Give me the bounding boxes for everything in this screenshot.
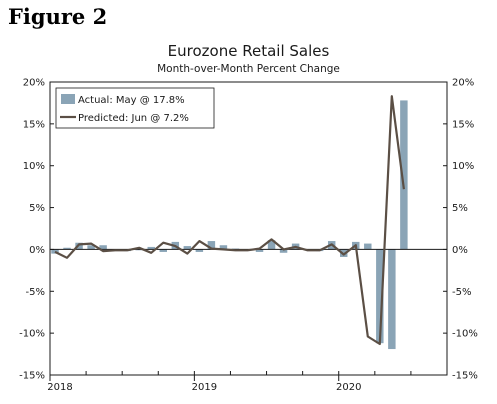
legend-label-actual: Actual: May @ 17.8%: [78, 95, 185, 106]
line-predicted: [54, 95, 405, 346]
bar-actual-12: [195, 249, 204, 252]
x-tick-label: 2019: [192, 382, 217, 393]
plot-frame: [49, 81, 448, 376]
y-tick-label-right: 5%: [452, 203, 468, 214]
bar-actual-1: [63, 247, 71, 250]
legend-label-predicted: Predicted: Jun @ 7.2%: [78, 113, 189, 124]
bar-actual-13: [207, 241, 216, 250]
chart-title: Eurozone Retail Sales: [167, 42, 330, 60]
x-axis: 2018 2019 2020: [47, 371, 448, 393]
bar-actual-17: [255, 249, 264, 252]
y-tick-label-left: 20%: [23, 78, 45, 89]
x-tick-label: 2018: [47, 382, 72, 393]
y-tick-label-left: 5%: [29, 203, 45, 214]
y-tick-label-left: 15%: [23, 119, 45, 130]
chart-subtitle: Month-over-Month Percent Change: [157, 63, 340, 75]
y-tick-label-left: -15%: [19, 371, 45, 382]
bar-actual-8: [147, 246, 155, 250]
legend-box: [55, 87, 215, 129]
y-axis-left: 20% 15% 10% 5% 0% -5% -10% -15%: [19, 78, 54, 382]
y-tick-label-left: 0%: [29, 245, 45, 256]
y-tick-label-right: 20%: [452, 78, 474, 89]
bar-actual-18: [267, 240, 276, 250]
figure-label: Figure 2: [8, 4, 108, 29]
y-axis-right: 20% 15% 10% 5% 0% -5% -10% -15%: [443, 78, 478, 382]
bar-actual-29: [400, 100, 408, 250]
bar-actual-11: [183, 246, 192, 250]
x-tick-label: 2020: [336, 382, 361, 393]
legend-swatch-actual: [61, 94, 75, 104]
bar-actual-28: [388, 249, 396, 350]
bar-actual-9: [159, 249, 168, 252]
y-tick-label-right: 15%: [452, 119, 474, 130]
y-tick-label-right: -5%: [452, 287, 471, 298]
legend: Actual: May @ 17.8% Predicted: Jun @ 7.2…: [55, 87, 215, 129]
y-tick-label-right: 0%: [452, 245, 468, 256]
y-tick-label-right: 10%: [452, 161, 474, 172]
bar-actual-4: [99, 245, 107, 250]
bar-actual-27: [376, 249, 384, 344]
bar-actual-0: [51, 249, 59, 254]
y-tick-label-left: -5%: [26, 287, 45, 298]
y-tick-label-right: -15%: [452, 371, 478, 382]
bars-layer: [51, 100, 408, 350]
bar-actual-26: [364, 243, 372, 250]
y-tick-label-right: -10%: [452, 329, 478, 340]
bar-actual-19: [279, 249, 288, 253]
line-layer: [54, 95, 405, 346]
bar-actual-14: [219, 245, 228, 250]
y-tick-label-left: -10%: [19, 329, 45, 340]
bar-actual-3: [87, 245, 95, 250]
y-tick-label-left: 10%: [23, 161, 45, 172]
